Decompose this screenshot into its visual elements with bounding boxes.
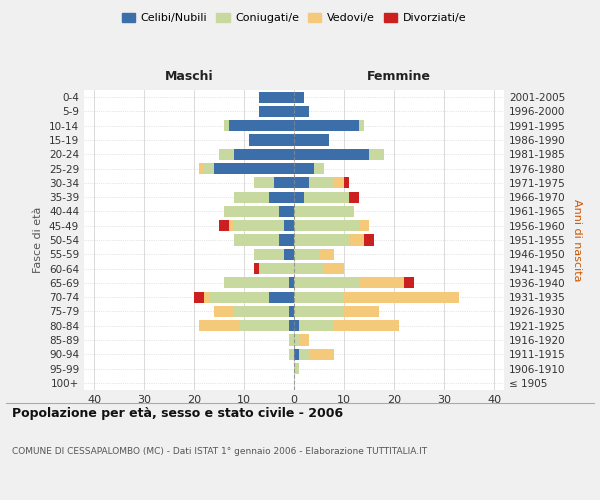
Bar [194, 292, 204, 302]
Bar [304, 192, 349, 202]
Bar [274, 178, 294, 188]
Bar [219, 148, 234, 160]
Bar [294, 120, 359, 132]
Bar [309, 348, 334, 360]
Bar [294, 92, 304, 102]
Bar [404, 278, 414, 288]
Bar [369, 148, 384, 160]
Bar [294, 148, 369, 160]
Bar [334, 320, 399, 332]
Bar [259, 106, 294, 117]
Bar [214, 163, 294, 174]
Bar [289, 306, 294, 317]
Bar [254, 178, 274, 188]
Bar [294, 263, 324, 274]
Y-axis label: Anni di nascita: Anni di nascita [572, 198, 582, 281]
Bar [314, 163, 324, 174]
Bar [294, 220, 359, 232]
Bar [294, 348, 299, 360]
Bar [364, 234, 374, 246]
Bar [294, 278, 359, 288]
Bar [334, 178, 344, 188]
Bar [229, 220, 234, 232]
Bar [289, 320, 294, 332]
Bar [294, 192, 304, 202]
Bar [279, 206, 294, 217]
Bar [344, 306, 379, 317]
Text: Maschi: Maschi [164, 70, 214, 82]
Bar [294, 306, 344, 317]
Bar [294, 248, 319, 260]
Bar [279, 234, 294, 246]
Text: Femmine: Femmine [367, 70, 431, 82]
Legend: Celibi/Nubili, Coniugati/e, Vedovi/e, Divorziati/e: Celibi/Nubili, Coniugati/e, Vedovi/e, Di… [118, 8, 470, 28]
Bar [349, 234, 364, 246]
Bar [259, 92, 294, 102]
Bar [294, 320, 299, 332]
Bar [234, 306, 289, 317]
Bar [294, 163, 314, 174]
Bar [239, 320, 289, 332]
Bar [234, 148, 294, 160]
Bar [294, 134, 329, 145]
Bar [294, 234, 349, 246]
Text: COMUNE DI CESSAPALOMBO (MC) - Dati ISTAT 1° gennaio 2006 - Elaborazione TUTTITAL: COMUNE DI CESSAPALOMBO (MC) - Dati ISTAT… [12, 448, 427, 456]
Bar [294, 292, 344, 302]
Bar [209, 292, 269, 302]
Bar [289, 334, 294, 345]
Bar [289, 348, 294, 360]
Bar [359, 278, 404, 288]
Bar [299, 348, 309, 360]
Y-axis label: Fasce di età: Fasce di età [34, 207, 43, 273]
Text: Popolazione per età, sesso e stato civile - 2006: Popolazione per età, sesso e stato civil… [12, 408, 343, 420]
Bar [249, 134, 294, 145]
Bar [349, 192, 359, 202]
Bar [254, 263, 259, 274]
Bar [259, 263, 294, 274]
Bar [359, 120, 364, 132]
Bar [294, 206, 354, 217]
Bar [294, 334, 299, 345]
Bar [254, 248, 284, 260]
Bar [344, 178, 349, 188]
Bar [204, 163, 214, 174]
Bar [234, 234, 279, 246]
Bar [344, 292, 459, 302]
Bar [294, 106, 309, 117]
Bar [299, 334, 309, 345]
Bar [294, 363, 299, 374]
Bar [309, 178, 334, 188]
Bar [269, 292, 294, 302]
Bar [204, 292, 209, 302]
Bar [234, 220, 284, 232]
Bar [289, 278, 294, 288]
Bar [284, 220, 294, 232]
Bar [224, 120, 229, 132]
Bar [359, 220, 369, 232]
Bar [199, 163, 204, 174]
Bar [219, 220, 229, 232]
Bar [224, 278, 289, 288]
Bar [319, 248, 334, 260]
Bar [284, 248, 294, 260]
Bar [199, 320, 239, 332]
Bar [324, 263, 344, 274]
Bar [229, 120, 294, 132]
Bar [234, 192, 269, 202]
Bar [269, 192, 294, 202]
Bar [224, 206, 279, 217]
Bar [294, 178, 309, 188]
Bar [214, 306, 234, 317]
Bar [299, 320, 334, 332]
